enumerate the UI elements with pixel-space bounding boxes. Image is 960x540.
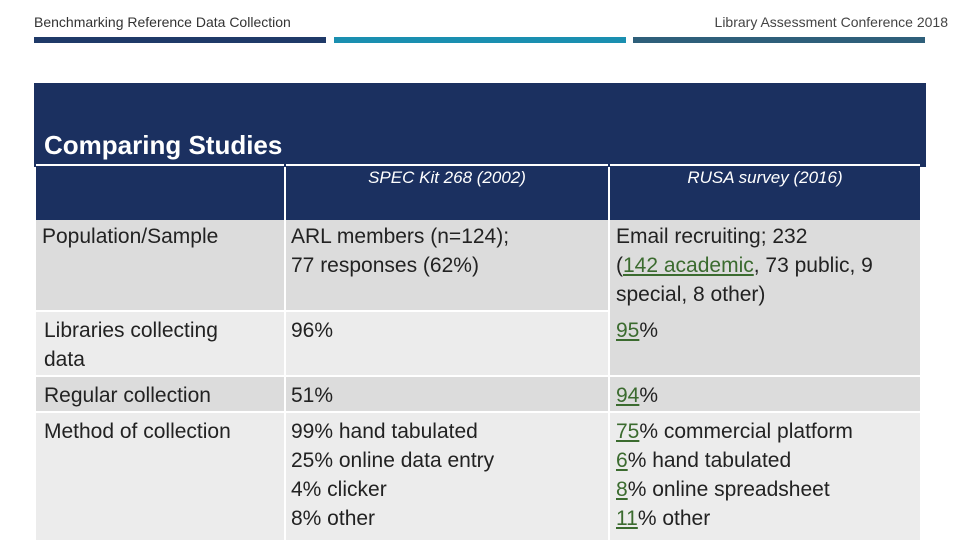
spec-regular: 51% (291, 384, 334, 407)
title-banner (34, 83, 926, 167)
table-cell (36, 312, 284, 375)
accent-bar-1 (34, 37, 326, 43)
text-fragment: % (639, 319, 659, 342)
row-label-libraries: Libraries collecting data (44, 316, 218, 374)
highlighted-value: 95 (616, 319, 640, 342)
spec-method-line1: 99% hand tabulated (291, 420, 478, 443)
rusa-method-line2: 6% hand tabulated (616, 446, 853, 475)
table-header-empty (36, 164, 284, 220)
column-header-spec: SPEC Kit 268 (2002) (368, 168, 526, 187)
text-fragment: % (639, 384, 659, 407)
highlighted-value: 142 academic (623, 254, 754, 277)
table-cell (286, 312, 608, 375)
table-cell (610, 377, 920, 411)
row-label-method: Method of collection (44, 420, 231, 443)
spec-method: 99% hand tabulated 25% online data entry… (291, 417, 494, 533)
table-header-spec (286, 164, 608, 220)
rusa-regular: 94% (616, 381, 658, 410)
highlighted-value: 94 (616, 384, 640, 407)
highlighted-value: 6 (616, 449, 628, 472)
spec-population-line1: ARL members (n=124); (291, 225, 510, 248)
rusa-population-line1: Email recruiting; 232 (616, 225, 808, 248)
highlighted-value: 11 (616, 507, 638, 530)
spec-libraries: 96% (291, 319, 334, 342)
accent-bar-2 (334, 37, 626, 43)
highlighted-value: 75 (616, 420, 640, 443)
spec-method-line4: 8% other (291, 507, 376, 530)
text-fragment: % other (637, 507, 711, 530)
text-fragment: ( (616, 254, 623, 277)
table-cell (610, 220, 920, 375)
rusa-method-line3: 8% online spreadsheet (616, 475, 853, 504)
rusa-population-line3: special, 8 other) (616, 283, 766, 306)
text-fragment: % hand tabulated (627, 449, 792, 472)
rusa-population-line2: (142 academic, 73 public, 9 (616, 251, 873, 280)
table-cell (36, 413, 284, 540)
table-cell (286, 377, 608, 411)
spec-method-line2: 25% online data entry (291, 449, 495, 472)
slide-title: Comparing Studies (44, 130, 283, 160)
row-label-line2: data (44, 348, 85, 371)
spec-population: ARL members (n=124); 77 responses (62%) (291, 222, 509, 280)
table-cell (286, 413, 608, 540)
table-cell (36, 377, 284, 411)
text-fragment: % commercial platform (639, 420, 853, 443)
spec-method-line3: 4% clicker (291, 478, 387, 501)
table-cell (610, 413, 920, 540)
row-label-line1: Libraries collecting (44, 319, 218, 342)
table-cell (286, 220, 608, 310)
rusa-method-line4: 11% other (616, 504, 853, 533)
rusa-method-line1: 75% commercial platform (616, 417, 853, 446)
row-label-population: Population/Sample (42, 225, 219, 248)
column-header-rusa: RUSA survey (2016) (687, 168, 843, 187)
rusa-population: Email recruiting; 232 (142 academic, 73 … (616, 222, 873, 309)
rusa-method: 75% commercial platform 6% hand tabulate… (616, 417, 853, 533)
table-header-rusa (610, 164, 920, 220)
accent-bar-3 (633, 37, 925, 43)
text-fragment: , 73 public, 9 (753, 254, 873, 277)
text-fragment: % online spreadsheet (627, 478, 830, 501)
highlighted-value: 8 (616, 478, 628, 501)
table-cell (36, 220, 284, 310)
presentation-title: Benchmarking Reference Data Collection (34, 14, 291, 30)
row-label-regular: Regular collection (44, 384, 211, 407)
spec-population-line2: 77 responses (62%) (291, 254, 479, 277)
rusa-libraries: 95% (616, 316, 658, 345)
conference-title: Library Assessment Conference 2018 (714, 14, 948, 30)
